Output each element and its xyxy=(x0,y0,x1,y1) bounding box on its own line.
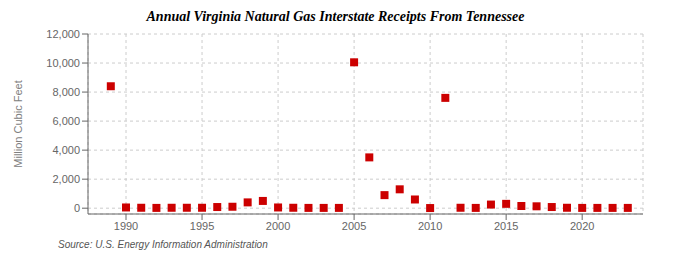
svg-text:2020: 2020 xyxy=(570,220,594,232)
svg-text:2,000: 2,000 xyxy=(52,173,80,185)
svg-text:4,000: 4,000 xyxy=(52,144,80,156)
svg-text:Million Cubic Feet: Million Cubic Feet xyxy=(12,80,24,167)
svg-text:2010: 2010 xyxy=(418,220,442,232)
svg-text:10,000: 10,000 xyxy=(46,57,80,69)
svg-text:8,000: 8,000 xyxy=(52,86,80,98)
svg-text:2005: 2005 xyxy=(342,220,366,232)
svg-text:2015: 2015 xyxy=(494,220,518,232)
svg-text:2000: 2000 xyxy=(266,220,290,232)
svg-text:1995: 1995 xyxy=(190,220,214,232)
svg-text:1990: 1990 xyxy=(114,220,138,232)
svg-text:6,000: 6,000 xyxy=(52,115,80,127)
svg-text:12,000: 12,000 xyxy=(46,28,80,40)
svg-text:0: 0 xyxy=(74,202,80,214)
html-text:Source: U.S. Energy Informatio: Source: U.S. Energy Information Administ… xyxy=(58,239,268,250)
html-text:Annual Virginia Natural Gas In: Annual Virginia Natural Gas Interstate R… xyxy=(146,9,525,24)
